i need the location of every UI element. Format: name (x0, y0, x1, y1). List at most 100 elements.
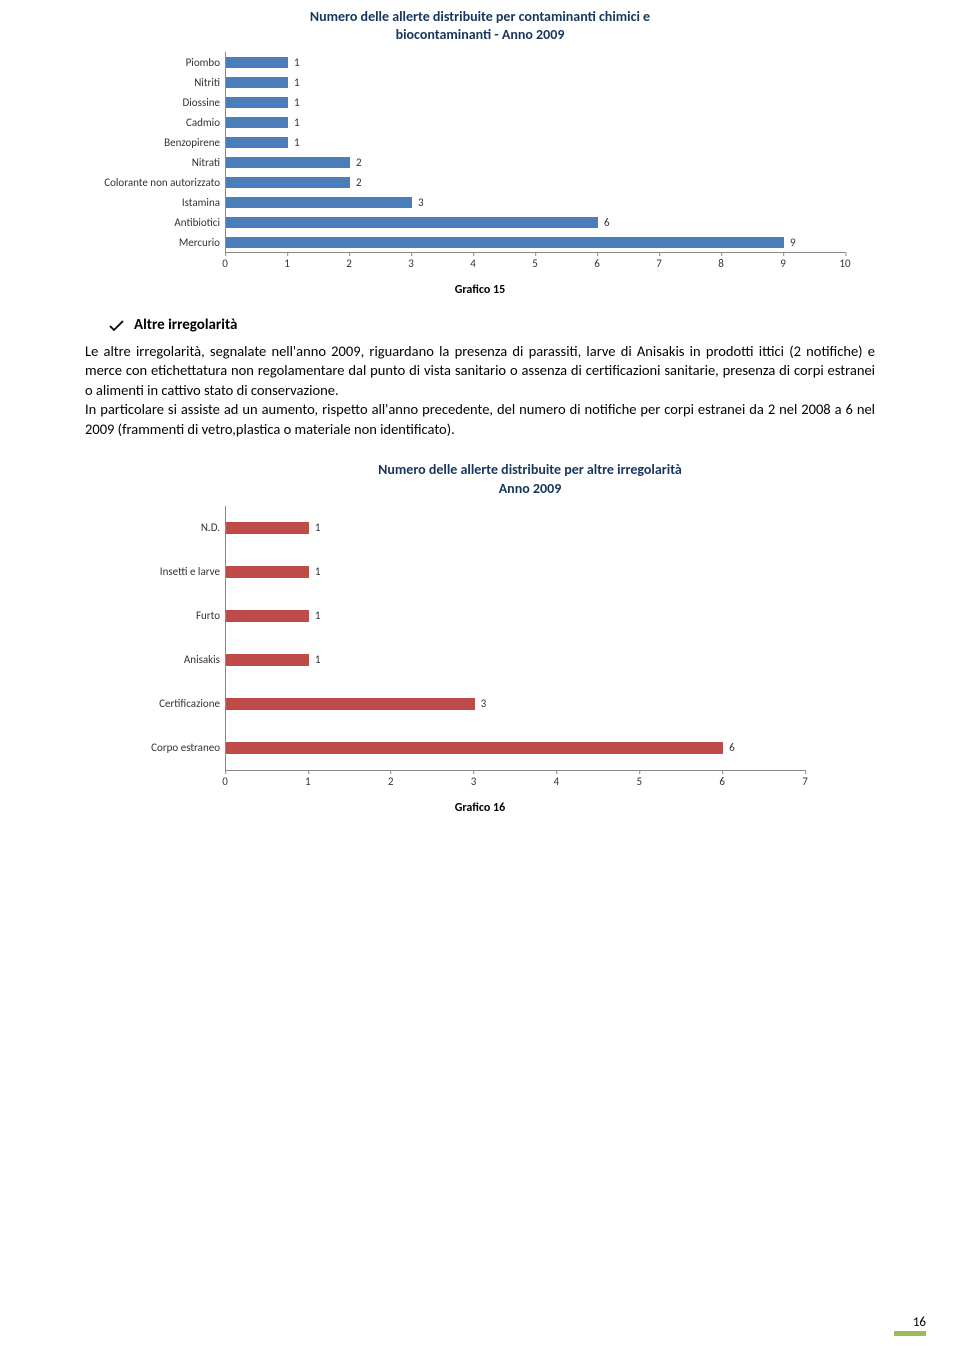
x-tick: 8 (718, 257, 724, 270)
chart2-caption: Grafico 16 (85, 801, 875, 815)
y-axis-label: Insetti e larve (116, 565, 226, 578)
y-axis-label: Antibiotici (86, 216, 226, 229)
x-tick: 0 (222, 775, 228, 788)
x-tick: 6 (719, 775, 725, 788)
bar (226, 217, 598, 228)
chart2-title-line1: Numero delle allerte distribuite per alt… (378, 461, 682, 478)
bar-value: 2 (356, 176, 362, 189)
x-tick: 3 (408, 257, 414, 270)
section-heading: Altre irregolarità (134, 315, 237, 335)
chart1-plot: Piombo1Nitriti1Diossine1Cadmio1Benzopire… (225, 52, 845, 253)
chart1-title: Numero delle allerte distribuite per con… (85, 8, 875, 44)
bar-row: Mercurio9 (226, 232, 845, 252)
x-tick: 2 (346, 257, 352, 270)
bar-value: 1 (315, 521, 321, 534)
x-tick: 4 (554, 775, 560, 788)
y-axis-label: Nitrati (86, 156, 226, 169)
chart1-area: Piombo1Nitriti1Diossine1Cadmio1Benzopire… (225, 52, 875, 273)
bar (226, 137, 288, 148)
chart2-xaxis: 01234567 (225, 771, 805, 791)
page-number: 16 (913, 1315, 926, 1330)
y-axis-label: Furto (116, 609, 226, 622)
bar (226, 742, 723, 754)
bar-row: Anisakis1 (226, 638, 805, 682)
bar (226, 197, 412, 208)
bar (226, 117, 288, 128)
bar (226, 610, 309, 622)
bar-row: N.D.1 (226, 506, 805, 550)
chart1-title-line2: biocontaminanti - Anno 2009 (396, 26, 565, 43)
y-axis-label: Diossine (86, 96, 226, 109)
x-tick: 7 (802, 775, 808, 788)
bar (226, 177, 350, 188)
x-tick: 3 (471, 775, 477, 788)
x-tick: 5 (636, 775, 642, 788)
bar-value: 1 (294, 56, 300, 69)
bar (226, 654, 309, 666)
bar-row: Nitriti1 (226, 72, 845, 92)
chart1-title-line1: Numero delle allerte distribuite per con… (310, 8, 650, 25)
text-section: Altre irregolarità Le altre irregolarità… (85, 315, 875, 439)
y-axis-label: Mercurio (86, 236, 226, 249)
bar-value: 3 (418, 196, 424, 209)
bar-value: 6 (604, 216, 610, 229)
y-axis-label: Benzopirene (86, 136, 226, 149)
bar-row: Insetti e larve1 (226, 550, 805, 594)
x-tick: 7 (656, 257, 662, 270)
bar-value: 1 (294, 116, 300, 129)
bar-value: 1 (294, 136, 300, 149)
bar (226, 522, 309, 534)
bar (226, 77, 288, 88)
bar-row: Corpo estraneo6 (226, 726, 805, 770)
chart2-plot: N.D.1Insetti e larve1Furto1Anisakis1Cert… (225, 506, 805, 771)
bar (226, 57, 288, 68)
x-tick: 1 (305, 775, 311, 788)
bar (226, 157, 350, 168)
bar-row: Furto1 (226, 594, 805, 638)
chart-1: Numero delle allerte distribuite per con… (85, 8, 875, 297)
y-axis-label: Anisakis (116, 653, 226, 666)
chart2-area: N.D.1Insetti e larve1Furto1Anisakis1Cert… (225, 506, 875, 791)
bar-row: Piombo1 (226, 52, 845, 72)
x-tick: 6 (594, 257, 600, 270)
chart1-xaxis: 012345678910 (225, 253, 845, 273)
bar-row: Certificazione3 (226, 682, 805, 726)
y-axis-label: Cadmio (86, 116, 226, 129)
chart1-caption: Grafico 15 (85, 283, 875, 297)
y-axis-label: Colorante non autorizzato (86, 176, 226, 189)
bar-row: Antibiotici6 (226, 212, 845, 232)
chart2-title-line2: Anno 2009 (499, 480, 562, 497)
section-heading-line: Altre irregolarità (85, 315, 875, 335)
y-axis-label: N.D. (116, 521, 226, 534)
x-tick: 10 (839, 257, 850, 270)
bar-value: 1 (294, 76, 300, 89)
y-axis-label: Corpo estraneo (116, 741, 226, 754)
bar-row: Nitrati2 (226, 152, 845, 172)
bar-row: Benzopirene1 (226, 132, 845, 152)
bar (226, 698, 475, 710)
chart2-title: Numero delle allerte distribuite per alt… (85, 461, 875, 497)
bar-value: 1 (315, 565, 321, 578)
section-para2: In particolare si assiste ad un aumento,… (85, 400, 875, 439)
bar-value: 1 (315, 653, 321, 666)
section-para1: Le altre irregolarità, segnalate nell'an… (85, 342, 875, 401)
bar-row: Istamina3 (226, 192, 845, 212)
bar (226, 237, 784, 248)
bar-row: Cadmio1 (226, 112, 845, 132)
y-axis-label: Nitriti (86, 76, 226, 89)
bar-value: 2 (356, 156, 362, 169)
bar (226, 97, 288, 108)
y-axis-label: Piombo (86, 56, 226, 69)
bar-row: Colorante non autorizzato2 (226, 172, 845, 192)
bar-value: 9 (790, 236, 796, 249)
page-number-bar (894, 1331, 926, 1336)
x-tick: 9 (780, 257, 786, 270)
bar-value: 3 (481, 697, 487, 710)
bar-value: 6 (729, 741, 735, 754)
x-tick: 4 (470, 257, 476, 270)
bar-value: 1 (315, 609, 321, 622)
bar-row: Diossine1 (226, 92, 845, 112)
x-tick: 1 (284, 257, 290, 270)
bar-value: 1 (294, 96, 300, 109)
x-tick: 5 (532, 257, 538, 270)
